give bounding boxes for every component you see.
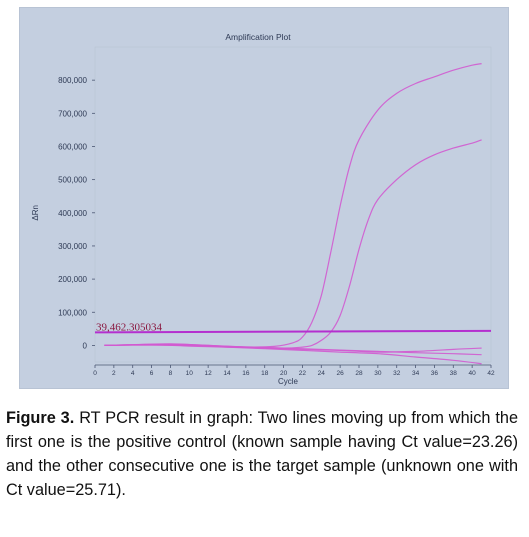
- caption-label: Figure 3.: [6, 409, 75, 427]
- x-tick-label: 16: [242, 370, 250, 377]
- chart-photo: [19, 7, 509, 389]
- caption-text: RT PCR result in graph: Two lines moving…: [6, 409, 518, 499]
- x-tick-label: 10: [186, 370, 194, 377]
- y-tick-label: 300,000: [58, 242, 87, 251]
- y-tick-label: 800,000: [58, 76, 87, 85]
- x-tick-label: 0: [93, 370, 97, 377]
- amplification-curve-2: [104, 139, 482, 349]
- y-tick-label: 500,000: [58, 176, 87, 185]
- x-tick-label: 26: [337, 370, 345, 377]
- y-tick-label: 200,000: [58, 275, 87, 284]
- x-tick-label: 24: [318, 370, 326, 377]
- x-tick-label: 4: [131, 370, 135, 377]
- chart-title: Amplification Plot: [225, 32, 291, 42]
- x-tick-label: 38: [450, 370, 458, 377]
- y-tick-label: 600,000: [58, 142, 87, 151]
- y-tick-label: 100,000: [58, 308, 87, 317]
- amplification-curve-5: [104, 344, 482, 356]
- amplification-plot: 39,462.305034 Amplification Plot 0 100,000…: [31, 32, 495, 386]
- plot-area: [94, 46, 492, 363]
- amplification-curve-1: [104, 63, 482, 348]
- x-tick-label: 18: [261, 370, 269, 377]
- x-tick-label: 6: [150, 370, 154, 377]
- x-axis-label: Cycle: [278, 377, 299, 386]
- x-tick-label: 14: [223, 370, 231, 377]
- x-tick-label: 42: [487, 370, 495, 377]
- x-tick-label: 36: [431, 370, 439, 377]
- y-axis-label: ΔRn: [31, 205, 40, 221]
- x-tick-label: 34: [412, 370, 420, 377]
- x-tick-label: 28: [355, 370, 363, 377]
- x-tick-label: 12: [205, 370, 213, 377]
- x-tick-label: 20: [280, 370, 288, 377]
- y-tick-label: 400,000: [58, 209, 87, 218]
- x-tick-label: 40: [469, 370, 477, 377]
- x-tick-label: 22: [299, 370, 307, 377]
- x-tick-label: 32: [393, 370, 401, 377]
- y-tick-label: 700,000: [58, 109, 87, 118]
- figure-caption: Figure 3. RT PCR result in graph: Two li…: [6, 406, 518, 502]
- x-tick-label: 30: [374, 370, 382, 377]
- y-tick-label: 0: [83, 341, 88, 350]
- x-tick-label: 8: [169, 370, 173, 377]
- x-tick-label: 2: [112, 370, 116, 377]
- threshold-label: 39,462.305034: [96, 321, 163, 333]
- threshold-line: [94, 329, 492, 334]
